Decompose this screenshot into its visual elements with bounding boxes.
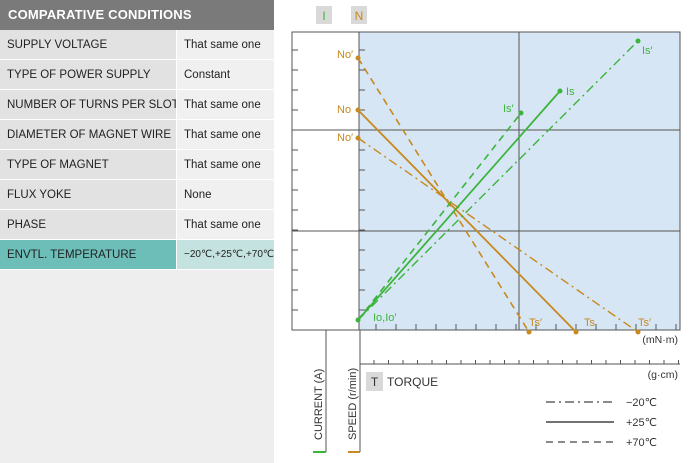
ts-cold-label: Ts′ xyxy=(638,317,651,329)
condition-value: None xyxy=(176,179,274,210)
is-cold-label: Is′ xyxy=(642,45,653,57)
condition-value: That same one xyxy=(176,89,274,120)
legend: −20℃ +25℃ +70℃ xyxy=(546,397,657,449)
table-row: TYPE OF POWER SUPPLY Constant xyxy=(0,59,274,90)
condition-value: That same one xyxy=(176,209,274,240)
table-row: PHASE That same one xyxy=(0,209,274,240)
motor-characteristics-diagram: I N No′ No No′ Io,Io′ Is′ Is Is′ Ts′ Ts … xyxy=(291,6,681,453)
current-point xyxy=(355,317,361,323)
unit-gcm-label: (g·cm) xyxy=(648,369,678,381)
current-line-cold xyxy=(357,40,639,321)
current-axis-label: CURRENT (A) xyxy=(313,369,325,440)
torque-badge xyxy=(366,372,383,391)
speed-point xyxy=(573,329,579,335)
current-line-normal xyxy=(357,90,561,321)
axis-ticks xyxy=(292,49,677,330)
current-badge xyxy=(316,6,332,24)
plot-border xyxy=(291,31,681,331)
legend-label: +70℃ xyxy=(626,437,657,449)
is-label: Is xyxy=(566,86,575,98)
condition-label: FLUX YOKE xyxy=(0,179,177,210)
torque-label: TORQUE xyxy=(387,375,438,389)
speed-point xyxy=(355,135,361,141)
condition-label: SUPPLY VOLTAGE xyxy=(0,30,177,60)
torque-badge-label: T xyxy=(371,375,379,389)
speed-point xyxy=(355,107,361,113)
speed-line-hot xyxy=(357,57,530,333)
no-label: No xyxy=(337,104,351,116)
condition-label: TYPE OF POWER SUPPLY xyxy=(0,59,177,90)
no-cold-label: No′ xyxy=(337,132,353,144)
speed-point xyxy=(355,55,361,61)
condition-value: −20℃,+25℃,+70℃ xyxy=(176,239,274,270)
speed-point xyxy=(635,329,641,335)
condition-value: That same one xyxy=(176,30,274,60)
speed-axis-label: SPEED (r/min) xyxy=(347,368,359,440)
ts-hot-label: Ts′ xyxy=(529,317,542,329)
current-line-hot xyxy=(357,112,522,321)
table-row: NUMBER OF TURNS PER SLOT That same one xyxy=(0,89,274,120)
conditions-table: SUPPLY VOLTAGE That same one TYPE OF POW… xyxy=(0,30,274,270)
no-hot-label: No′ xyxy=(337,49,353,61)
speed-line-normal xyxy=(357,109,577,333)
is-hot-label: Is′ xyxy=(503,103,514,115)
table-row: DIAMETER OF MAGNET WIRE That same one xyxy=(0,119,274,150)
current-point xyxy=(518,110,524,116)
table-row: SUPPLY VOLTAGE That same one xyxy=(0,30,274,60)
speed-point xyxy=(526,329,532,335)
legend-label: −20℃ xyxy=(626,397,657,409)
conditions-panel: COMPARATIVE CONDITIONS SUPPLY VOLTAGE Th… xyxy=(0,0,274,463)
current-point xyxy=(557,88,563,94)
table-row-highlighted: ENVTL. TEMPERATURE −20℃,+25℃,+70℃ xyxy=(0,239,274,270)
condition-label: DIAMETER OF MAGNET WIRE xyxy=(0,119,177,150)
condition-label: NUMBER OF TURNS PER SLOT xyxy=(0,89,177,120)
condition-value: Constant xyxy=(176,59,274,90)
condition-value: That same one xyxy=(176,149,274,180)
condition-label: TYPE OF MAGNET xyxy=(0,149,177,180)
ts-label: Ts xyxy=(584,317,596,329)
unit-mnm-label: (mN·m) xyxy=(642,334,678,346)
legend-label: +25℃ xyxy=(626,417,657,429)
torque-scale-ticks xyxy=(373,360,679,364)
condition-label: ENVTL. TEMPERATURE xyxy=(0,239,177,270)
table-row: TYPE OF MAGNET That same one xyxy=(0,149,274,180)
table-row: FLUX YOKE None xyxy=(0,179,274,210)
condition-label: PHASE xyxy=(0,209,177,240)
current-badge-label: I xyxy=(322,9,325,23)
panel-title: COMPARATIVE CONDITIONS xyxy=(0,0,274,30)
current-point xyxy=(635,38,641,44)
speed-badge-label: N xyxy=(355,9,364,23)
speed-badge xyxy=(351,6,367,24)
io-label: Io,Io′ xyxy=(373,312,396,324)
condition-value: That same one xyxy=(176,119,274,150)
